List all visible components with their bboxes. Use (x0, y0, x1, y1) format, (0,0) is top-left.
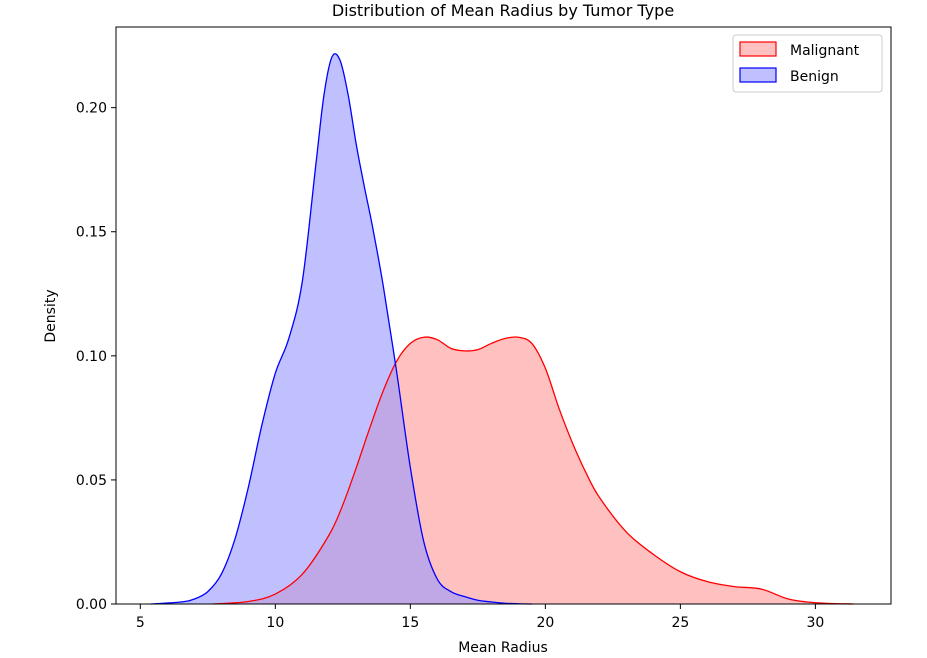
plot-frame (115, 26, 892, 605)
plot-lines (151, 53, 854, 605)
density-line-malignant (213, 336, 854, 605)
legend-swatch-benign (739, 67, 777, 83)
x-axis: 5 10 15 20 25 30 (136, 604, 824, 631)
x-tick-label: 25 (671, 615, 689, 631)
y-axis: 0.00 0.05 0.10 0.15 0.20 (76, 101, 116, 613)
x-tick-label: 15 (401, 615, 419, 631)
y-tick-label: 0.20 (76, 101, 107, 117)
y-tick-label: 0.10 (76, 349, 107, 365)
chart-title: Distribution of Mean Radius by Tumor Typ… (332, 1, 674, 20)
y-axis-label: Density (43, 289, 59, 342)
y-tick-label: 0.00 (76, 597, 107, 613)
density-area-benign (151, 53, 532, 605)
legend: Malignant Benign (732, 34, 883, 93)
plot-fills (151, 53, 854, 605)
x-tick-label: 10 (266, 615, 284, 631)
legend-swatch-malignant (739, 41, 777, 57)
x-tick-label: 5 (136, 615, 145, 631)
density-line-benign (151, 53, 532, 605)
legend-label-benign: Benign (790, 69, 839, 85)
x-tick-label: 20 (536, 615, 554, 631)
legend-label-malignant: Malignant (790, 43, 860, 59)
y-tick-label: 0.15 (76, 225, 107, 241)
y-tick-label: 0.05 (76, 473, 107, 489)
x-tick-label: 30 (806, 615, 824, 631)
x-axis-label: Mean Radius (458, 640, 548, 656)
